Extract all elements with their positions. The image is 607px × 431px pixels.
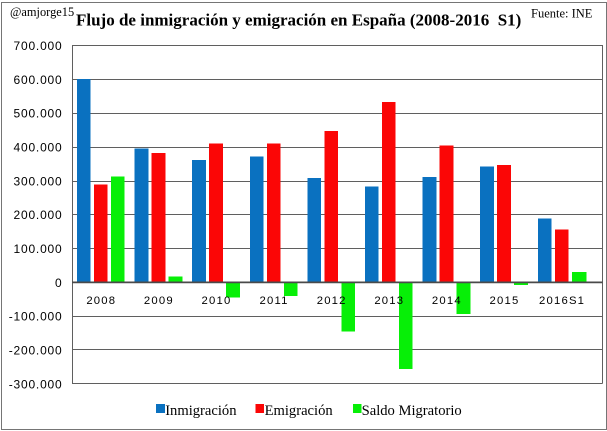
svg-text:2010: 2010 [202,295,232,307]
svg-text:-200.000: -200.000 [9,344,63,358]
svg-text:2009: 2009 [144,295,174,307]
svg-text:500.000: 500.000 [14,107,63,121]
svg-text:-100.000: -100.000 [9,310,63,324]
svg-text:700.000: 700.000 [14,39,63,53]
svg-text:-300.000: -300.000 [9,377,63,391]
svg-text:Inmigración: Inmigración [165,403,237,419]
svg-text:0: 0 [55,276,62,290]
svg-text:2008: 2008 [86,295,116,307]
svg-text:2016S1: 2016S1 [539,295,585,307]
svg-text:2014: 2014 [432,295,462,307]
svg-text:400.000: 400.000 [14,141,63,155]
svg-text:2011: 2011 [260,295,289,307]
svg-text:2013: 2013 [374,295,404,307]
svg-text:Fuente: INE: Fuente: INE [531,7,593,21]
svg-text:100.000: 100.000 [14,242,63,256]
svg-text:Saldo Migratorio: Saldo Migratorio [362,403,462,419]
svg-text:200.000: 200.000 [14,208,63,222]
svg-text:2015: 2015 [490,295,520,307]
svg-text:300.000: 300.000 [14,174,63,188]
svg-text:Emigración: Emigración [265,403,334,419]
svg-text:600.000: 600.000 [14,73,63,87]
svg-text:Flujo de inmigración y emigrac: Flujo de inmigración y emigración en Esp… [76,10,521,29]
svg-text:@amjorge15: @amjorge15 [10,5,74,19]
svg-text:2012: 2012 [317,295,347,307]
